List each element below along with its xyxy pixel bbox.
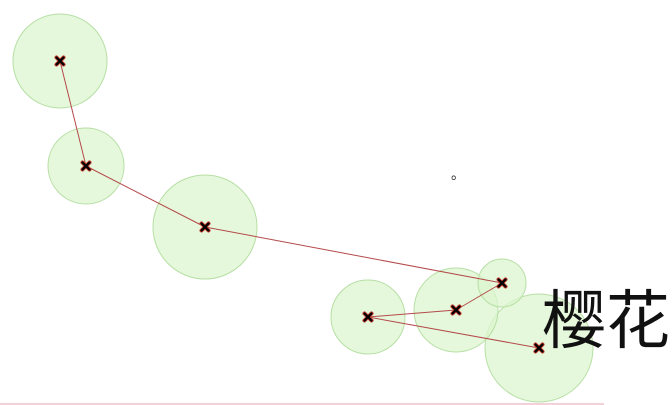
link-n4-n5 — [455, 282, 503, 311]
link-n6-n7 — [367, 316, 540, 349]
nodes-layer — [54, 55, 545, 354]
node-marker-n7[interactable] — [533, 342, 545, 354]
node-marker-n6[interactable] — [362, 311, 374, 323]
links-layer — [59, 60, 540, 349]
node-marker-n1[interactable] — [54, 55, 66, 67]
circles-layer — [12, 13, 594, 403]
small-mark: 。 — [451, 167, 465, 183]
node-marker-n5[interactable] — [450, 304, 462, 316]
link-n3-n4 — [204, 226, 503, 284]
node-marker-n2[interactable] — [80, 160, 92, 172]
sakura-label: 樱花 — [542, 285, 670, 359]
link-n5-n6 — [367, 309, 457, 318]
link-n1-n2 — [59, 60, 87, 167]
node-marker-n3[interactable] — [199, 221, 211, 233]
link-n2-n3 — [85, 165, 206, 228]
node-marker-n4[interactable] — [496, 277, 508, 289]
